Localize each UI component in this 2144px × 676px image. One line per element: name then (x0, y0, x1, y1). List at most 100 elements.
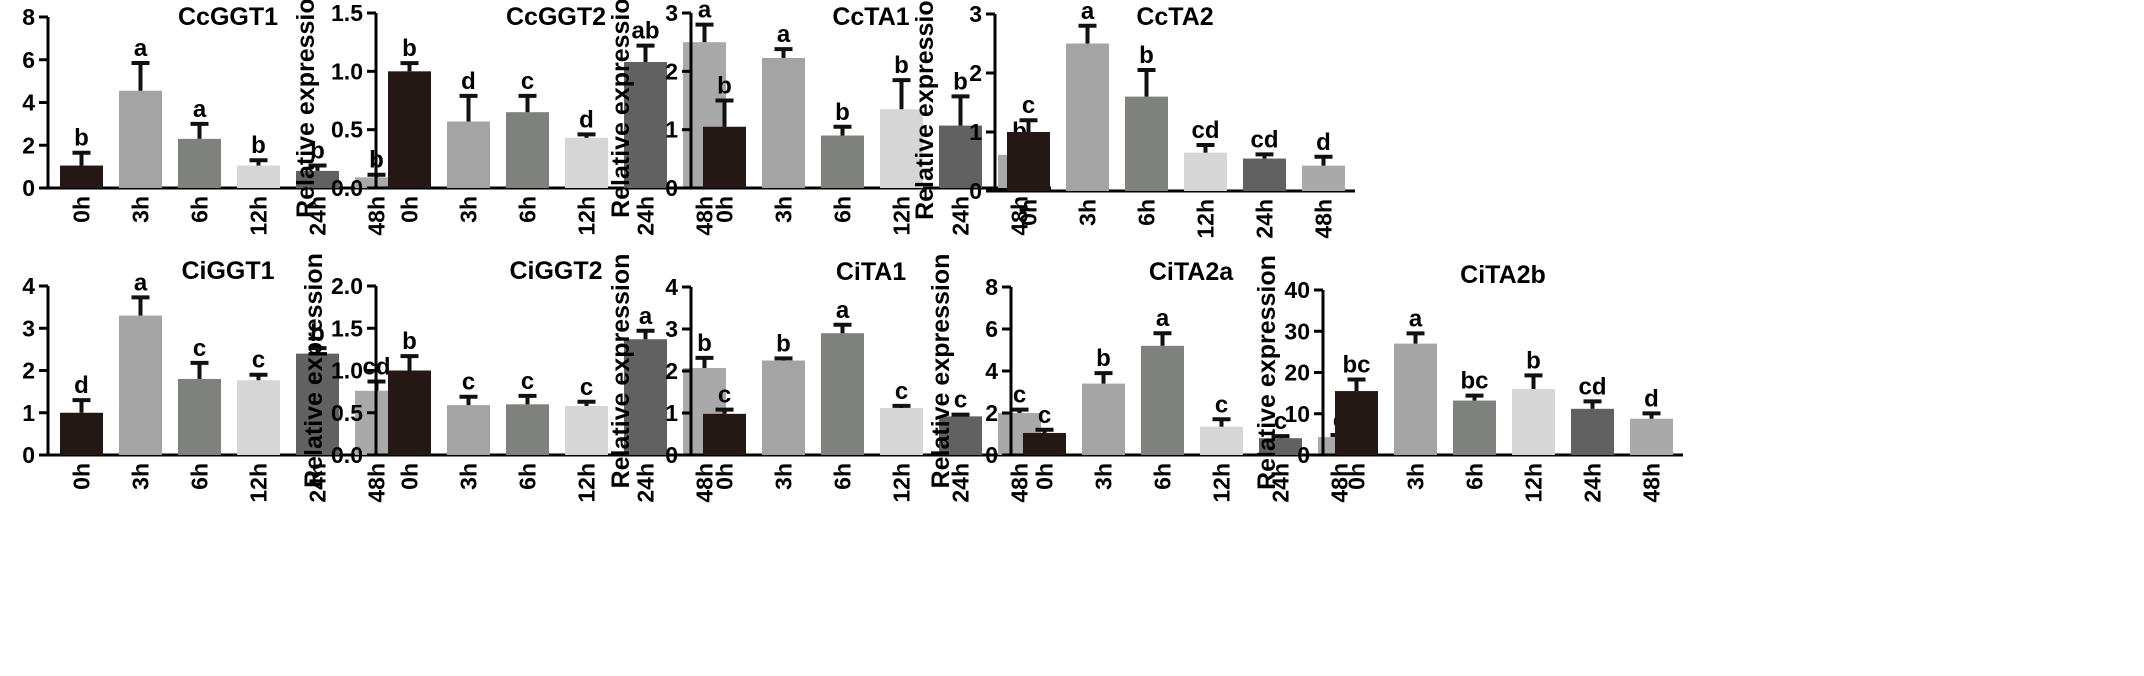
y-tick-label: 2 (665, 358, 678, 384)
chart-title: CiGGT2 (509, 257, 602, 285)
y-tick-label: 0 (665, 442, 678, 468)
significance-label: c (1022, 92, 1035, 119)
y-tick-label: 0 (665, 175, 678, 201)
bar-0h (388, 71, 431, 188)
x-tick-label: 3h (1403, 463, 1429, 490)
x-tick-label: 12h (1193, 199, 1219, 239)
significance-label: bc (1342, 352, 1370, 379)
bar-3h (447, 405, 490, 455)
y-tick-label: 0 (969, 178, 982, 204)
y-tick-label: 0.0 (331, 175, 363, 201)
y-tick-label: 3 (22, 315, 35, 341)
x-tick-label: 48h (1311, 199, 1337, 239)
bar-0h (1023, 432, 1066, 455)
significance-label: a (836, 297, 850, 324)
bar-6h (506, 404, 549, 455)
significance-label: a (193, 96, 207, 123)
x-tick-label: 3h (456, 463, 482, 490)
x-tick-label: 24h (633, 196, 659, 236)
significance-label: b (1139, 42, 1154, 69)
bar-3h (1082, 383, 1125, 455)
y-tick-label: 4 (22, 90, 35, 116)
x-tick-label: 48h (692, 196, 718, 236)
chart-panel-ccggt1: 0 2 4 6 8 Relative expression CcGGT1 b 0h a 3h a 6h b… (22, 3, 408, 236)
x-tick-label: 12h (889, 463, 915, 503)
chart-title: CcTA1 (832, 3, 909, 31)
significance-label: a (1156, 305, 1170, 332)
chart-panel-cita1: 0 1 2 3 4 Relative expression CiTA1 c 0h b 3h a 6h c 1… (607, 254, 1051, 503)
x-tick-label: 12h (574, 196, 600, 236)
y-tick-label: 1.5 (331, 315, 363, 341)
bar-6h (821, 333, 864, 455)
chart-title: CiGGT1 (181, 257, 274, 285)
x-tick-label: 6h (187, 463, 213, 490)
y-tick-label: 1 (22, 400, 35, 426)
significance-label: b (835, 99, 850, 126)
x-tick-label: 3h (1075, 199, 1101, 226)
bar-12h (1200, 426, 1243, 455)
significance-label: d (1316, 129, 1331, 156)
x-tick-label: 6h (515, 196, 541, 223)
x-tick-label: 48h (1327, 463, 1353, 503)
significance-label: c (954, 387, 967, 414)
significance-label: d (1644, 385, 1659, 412)
x-tick-label: 24h (948, 463, 974, 503)
bar-12h (1512, 389, 1555, 455)
significance-label: a (134, 35, 148, 62)
x-tick-label: 24h (305, 463, 331, 503)
x-tick-label: 0h (69, 463, 95, 490)
bar-24h (296, 353, 339, 455)
y-tick-label: 8 (22, 4, 35, 30)
y-tick-label: 0 (22, 442, 35, 468)
x-tick-label: 3h (128, 196, 154, 223)
chart-panel-ccta2: 0 1 2 3 Relative expression CcTA2 c 0h a 3h b 6h cd 1… (911, 0, 1355, 239)
y-tick-label: 1.0 (331, 358, 363, 384)
y-tick-label: 8 (985, 274, 998, 300)
x-tick-label: 3h (771, 463, 797, 490)
significance-label: b (74, 125, 89, 152)
y-tick-label: 1.5 (331, 0, 363, 26)
y-tick-label: 0.5 (331, 117, 363, 143)
bar-6h (178, 138, 221, 188)
chart-title: CcTA2 (1136, 3, 1213, 31)
significance-label: c (895, 378, 908, 405)
significance-label: c (1038, 402, 1051, 429)
x-tick-label: 3h (456, 196, 482, 223)
x-tick-label: 12h (1521, 463, 1547, 503)
y-tick-label: 1 (665, 400, 678, 426)
y-tick-label: 30 (1284, 318, 1310, 344)
significance-label: c (1274, 408, 1287, 435)
y-axis-label: Relative expression (607, 0, 635, 218)
significance-label: a (1081, 0, 1095, 25)
bar-12h (565, 405, 608, 455)
x-tick-label: 12h (574, 463, 600, 503)
bar-12h (880, 407, 923, 455)
significance-label: c (1013, 382, 1026, 409)
significance-label: ab (631, 18, 659, 45)
x-tick-label: 48h (364, 463, 390, 503)
x-tick-label: 12h (889, 196, 915, 236)
y-tick-label: 4 (985, 358, 998, 384)
significance-label: b (894, 52, 909, 79)
bar-12h (237, 380, 280, 455)
bar-0h (703, 413, 746, 455)
significance-label: b (1526, 347, 1541, 374)
x-tick-label: 6h (515, 463, 541, 490)
significance-label: bc (1460, 368, 1488, 395)
x-tick-label: 12h (246, 463, 272, 503)
significance-label: cd (1578, 373, 1606, 400)
y-tick-label: 3 (665, 0, 678, 26)
significance-label: d (579, 106, 594, 133)
y-axis-label: Relative expression (927, 254, 955, 489)
significance-label: c (1215, 391, 1228, 418)
x-tick-label: 6h (1462, 463, 1488, 490)
y-tick-label: 6 (985, 316, 998, 342)
bar-24h (1243, 158, 1286, 191)
y-axis-label: Relative expression (300, 253, 328, 488)
y-tick-label: 2 (22, 358, 35, 384)
significance-label: d (74, 372, 89, 399)
significance-label: b (402, 35, 417, 62)
x-tick-label: 6h (830, 196, 856, 223)
significance-label: b (251, 132, 266, 159)
